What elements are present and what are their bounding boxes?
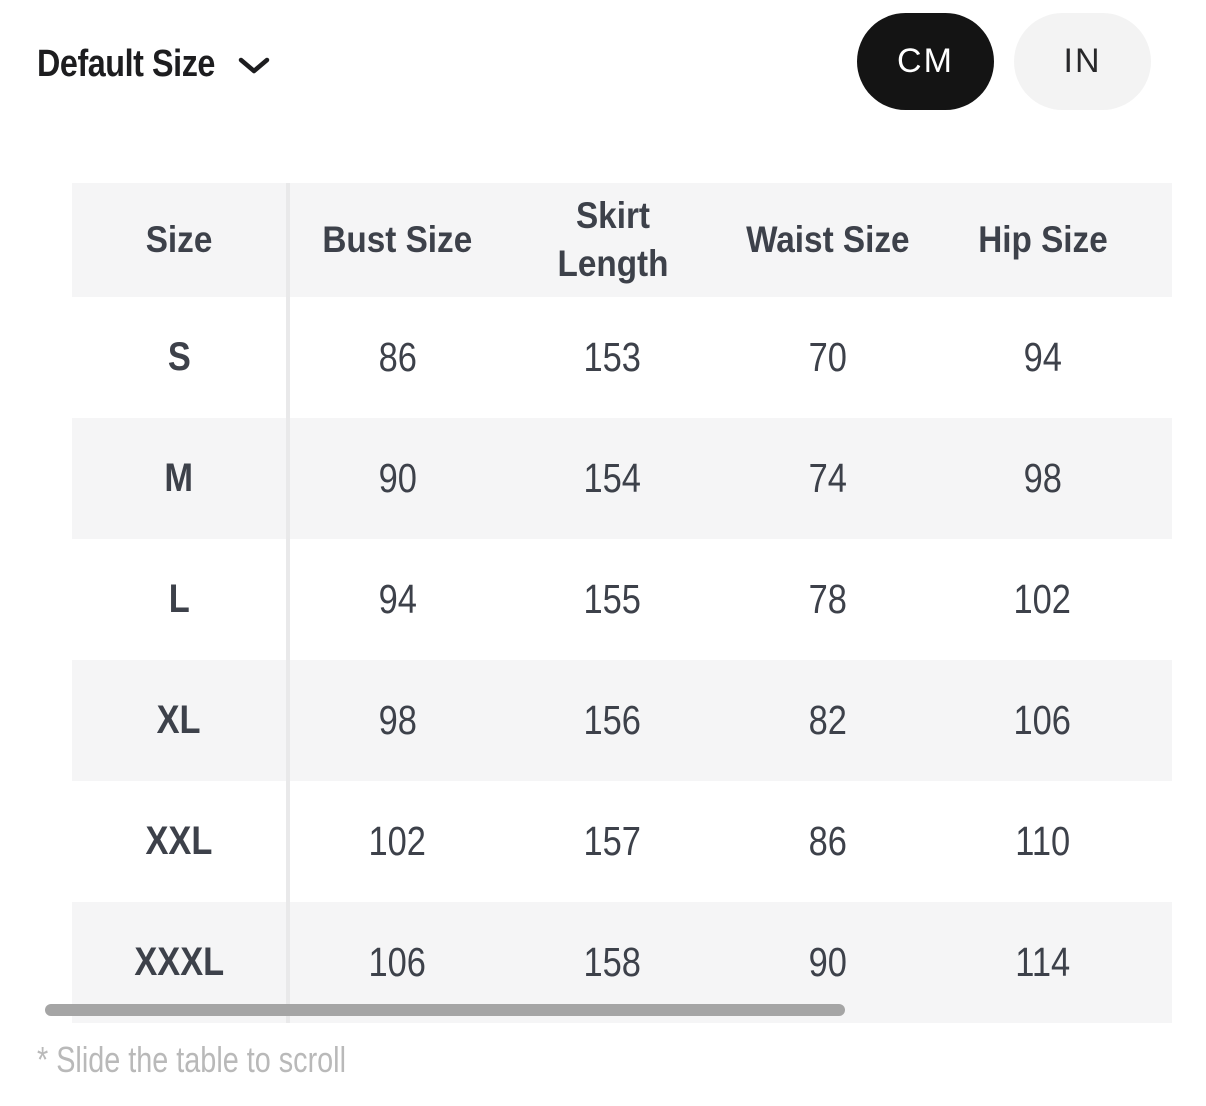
size-cell: L [72, 539, 290, 660]
hip-value: 98 [1023, 455, 1062, 501]
table-row-m: M 90 154 74 98 [72, 418, 1172, 539]
value-cell: 86 [290, 297, 505, 418]
value-cell: 153 [505, 297, 720, 418]
value-cell: 106 [290, 902, 505, 1023]
value-cell: 86 [720, 781, 935, 902]
skirt-length-value: 153 [583, 334, 642, 380]
header-cell-hip: Hip Size [935, 183, 1150, 297]
waist-value: 70 [808, 334, 847, 380]
header-cell-size: Size [72, 183, 290, 297]
unit-toggle: CM IN [857, 13, 1151, 110]
waist-value: 90 [808, 939, 847, 985]
value-cell: 110 [935, 781, 1150, 902]
value-cell: 98 [290, 660, 505, 781]
size-label: XXL [145, 819, 213, 863]
size-cell: XXL [72, 781, 290, 902]
value-cell: 90 [720, 902, 935, 1023]
value-cell: 94 [290, 539, 505, 660]
size-cell: XXXL [72, 902, 290, 1023]
value-cell: 70 [720, 297, 935, 418]
bust-value: 106 [368, 939, 427, 985]
row-filler [1150, 781, 1172, 902]
value-cell: 74 [720, 418, 935, 539]
horizontal-scrollbar-thumb[interactable] [45, 1004, 845, 1016]
header-cell-waist: Waist Size [720, 183, 935, 297]
value-cell: 106 [935, 660, 1150, 781]
hip-value: 106 [1013, 697, 1072, 743]
skirt-length-value: 158 [583, 939, 642, 985]
waist-value: 78 [808, 576, 847, 622]
value-cell: 82 [720, 660, 935, 781]
waist-value: 82 [808, 697, 847, 743]
bust-value: 94 [378, 576, 417, 622]
size-label: XXXL [134, 940, 224, 984]
column-label: Hip Size [977, 219, 1108, 260]
value-cell: 157 [505, 781, 720, 902]
table-row-l: L 94 155 78 102 [72, 539, 1172, 660]
row-filler [1150, 539, 1172, 660]
size-cell: XL [72, 660, 290, 781]
size-table[interactable]: Size Bust Size Skirt Length Waist Size H… [72, 183, 1172, 1023]
size-standard-dropdown[interactable]: Default Size [37, 40, 270, 88]
row-filler [1150, 660, 1172, 781]
skirt-length-value: 155 [583, 576, 642, 622]
header-cell-bust: Bust Size [290, 183, 505, 297]
header-filler [1150, 183, 1172, 297]
value-cell: 90 [290, 418, 505, 539]
size-label: S [167, 335, 191, 379]
size-label: M [164, 456, 194, 500]
skirt-length-value: 156 [583, 697, 642, 743]
skirt-length-value: 154 [583, 455, 642, 501]
table-scroll-hint: * Slide the table to scroll [37, 1039, 346, 1080]
value-cell: 158 [505, 902, 720, 1023]
row-filler [1150, 297, 1172, 418]
value-cell: 155 [505, 539, 720, 660]
waist-value: 74 [808, 455, 847, 501]
column-label: Bust Size [322, 219, 473, 260]
chevron-down-icon [238, 53, 270, 75]
hip-value: 102 [1013, 576, 1072, 622]
unit-in-button[interactable]: IN [1014, 13, 1151, 110]
column-label: Skirt Length [557, 195, 668, 284]
unit-cm-button[interactable]: CM [857, 13, 994, 110]
value-cell: 78 [720, 539, 935, 660]
bust-value: 86 [378, 334, 417, 380]
value-cell: 102 [290, 781, 505, 902]
table-row-xl: XL 98 156 82 106 [72, 660, 1172, 781]
bust-value: 98 [378, 697, 417, 743]
value-cell: 114 [935, 902, 1150, 1023]
hip-value: 110 [1015, 818, 1070, 864]
waist-value: 86 [808, 818, 847, 864]
header-cell-skirt-length: Skirt Length [505, 183, 720, 297]
value-cell: 102 [935, 539, 1150, 660]
hip-value: 114 [1015, 939, 1070, 985]
hip-value: 94 [1023, 334, 1062, 380]
column-label: Waist Size [745, 219, 910, 260]
size-label: XL [157, 698, 201, 742]
bust-value: 102 [368, 818, 427, 864]
skirt-length-value: 157 [583, 818, 642, 864]
bust-value: 90 [378, 455, 417, 501]
value-cell: 94 [935, 297, 1150, 418]
table-row-s: S 86 153 70 94 [72, 297, 1172, 418]
size-cell: S [72, 297, 290, 418]
table-row-xxl: XXL 102 157 86 110 [72, 781, 1172, 902]
size-cell: M [72, 418, 290, 539]
table-row-xxxl: XXXL 106 158 90 114 [72, 902, 1172, 1023]
row-filler [1150, 418, 1172, 539]
table-header-row: Size Bust Size Skirt Length Waist Size H… [72, 183, 1172, 297]
row-filler [1150, 902, 1172, 1023]
value-cell: 98 [935, 418, 1150, 539]
value-cell: 154 [505, 418, 720, 539]
size-standard-label: Default Size [37, 42, 215, 85]
column-label: Size [145, 219, 213, 260]
size-label: L [168, 577, 190, 621]
value-cell: 156 [505, 660, 720, 781]
